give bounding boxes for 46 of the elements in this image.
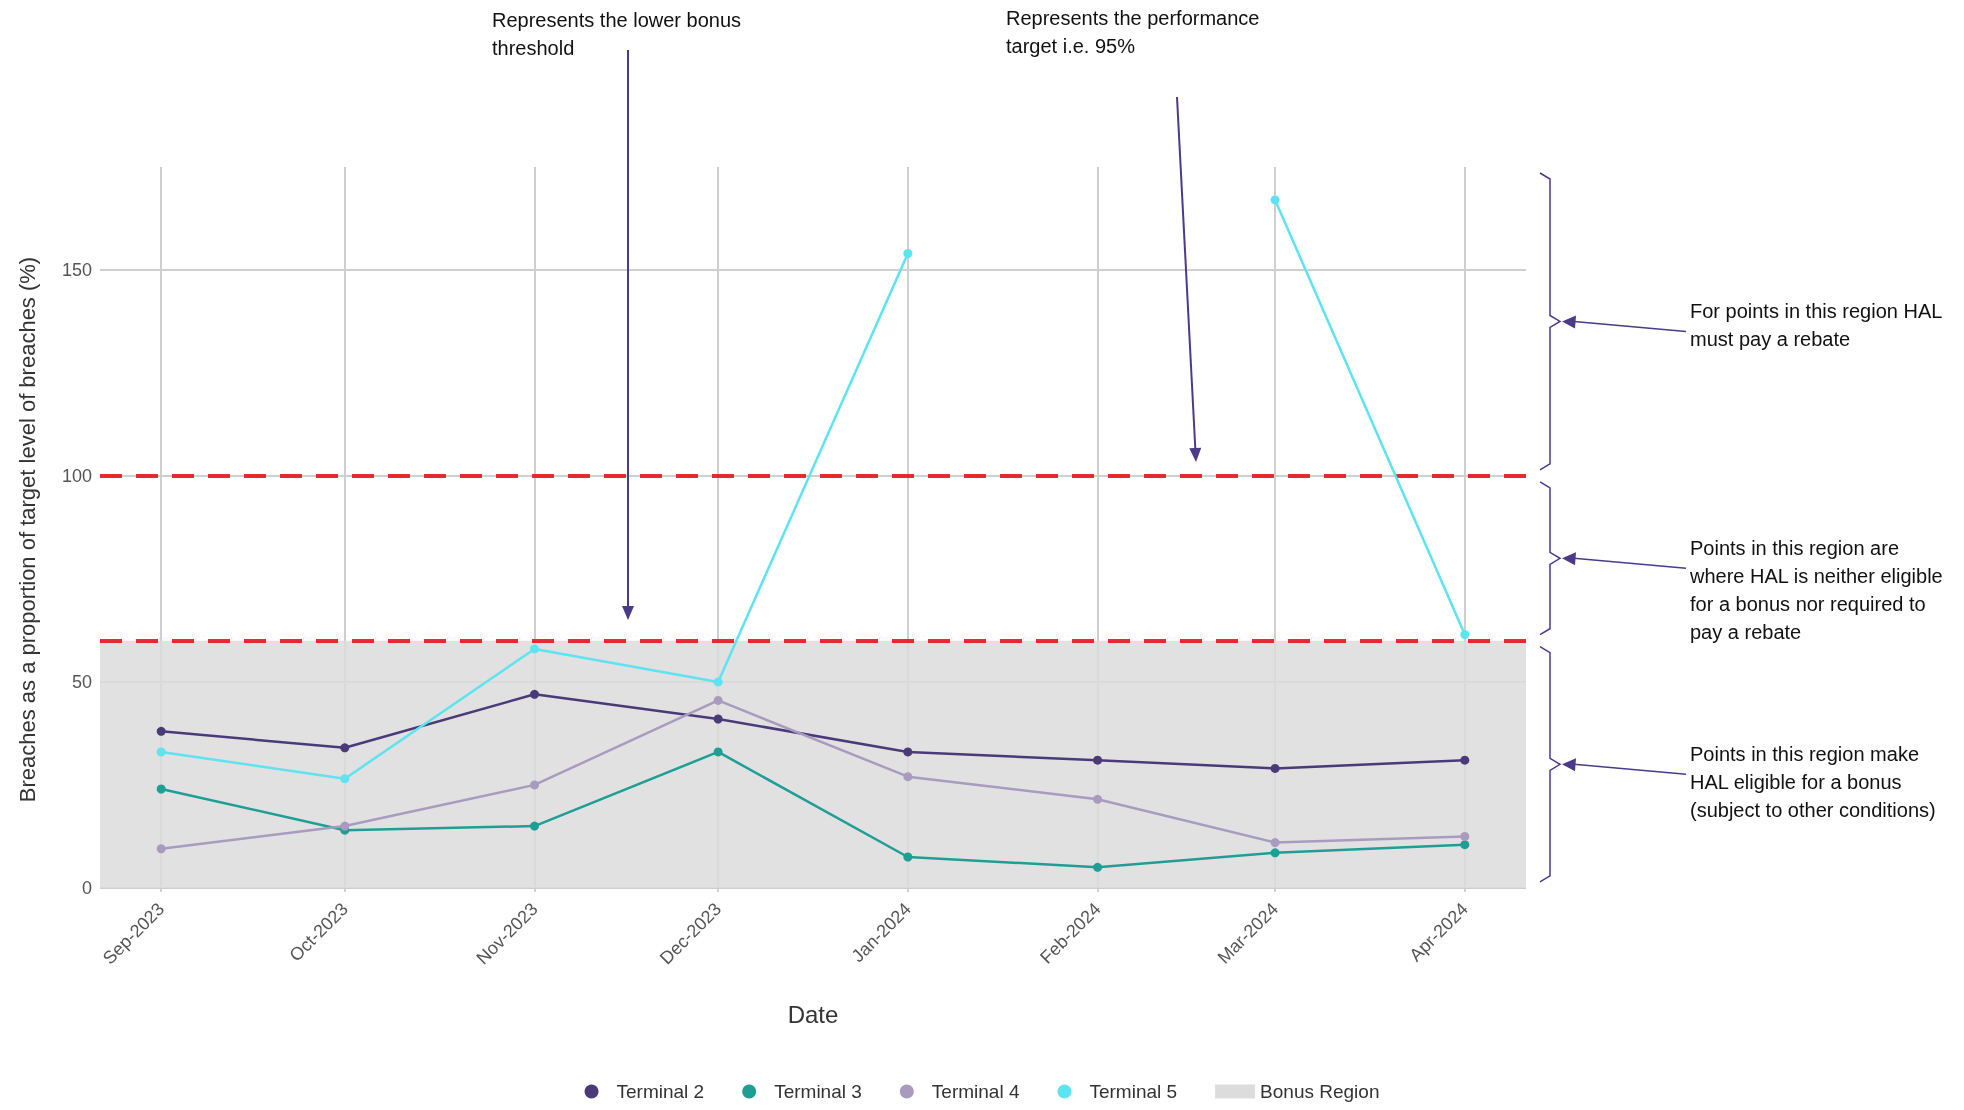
y-axis-title: Breaches as a proportion of target level of breaches (%): [14, 256, 40, 803]
point: [903, 249, 913, 258]
point: [903, 772, 913, 782]
point: [156, 844, 166, 854]
legend-label: Bonus Region: [1260, 1081, 1380, 1102]
text: Represents the lower bonus threshold: [492, 9, 747, 59]
point: [340, 743, 350, 753]
y-tick-label: 150: [61, 259, 92, 280]
point: [1270, 848, 1280, 858]
point: [1270, 763, 1280, 773]
point: [1093, 794, 1103, 804]
point: [530, 780, 540, 790]
point: [1270, 838, 1280, 848]
x-axis-title: Date: [787, 1000, 839, 1028]
point: [156, 784, 166, 794]
point: [340, 821, 350, 831]
y-tick-label: 50: [71, 671, 92, 692]
legend-label: Terminal 2: [616, 1081, 705, 1102]
point: [713, 747, 723, 757]
point: [713, 695, 723, 705]
legend-label: Terminal 5: [1089, 1081, 1178, 1102]
point: [1460, 630, 1470, 640]
point: [1460, 831, 1470, 841]
text: Points in this region are where HAL is neither eligible for a bonus nor required to pay a rebate: [1689, 537, 1949, 644]
point: [156, 747, 166, 757]
point: [1093, 755, 1103, 765]
text: For points in this region HAL must pay a rebate: [1690, 300, 1948, 351]
point: [1460, 840, 1470, 850]
y-tick-label: 0: [81, 877, 92, 898]
point: [1093, 862, 1103, 872]
point: [1270, 195, 1280, 205]
text: Represents the performance target i.e. 95%: [1006, 7, 1266, 57]
point: [713, 677, 723, 687]
point: [156, 726, 166, 736]
legend-label: Terminal 4: [931, 1081, 1020, 1102]
point: [530, 644, 540, 654]
point: [713, 714, 723, 724]
y-tick-label: 100: [61, 465, 92, 486]
point: [530, 821, 540, 831]
text: Points in this region make HAL eligible for a bonus (subject to other conditions): [1690, 743, 1936, 822]
legend-label: Terminal 3: [774, 1081, 862, 1102]
point: [340, 774, 350, 784]
point: [903, 852, 913, 862]
point: [903, 747, 913, 757]
point: [1460, 755, 1470, 765]
point: [530, 689, 540, 699]
